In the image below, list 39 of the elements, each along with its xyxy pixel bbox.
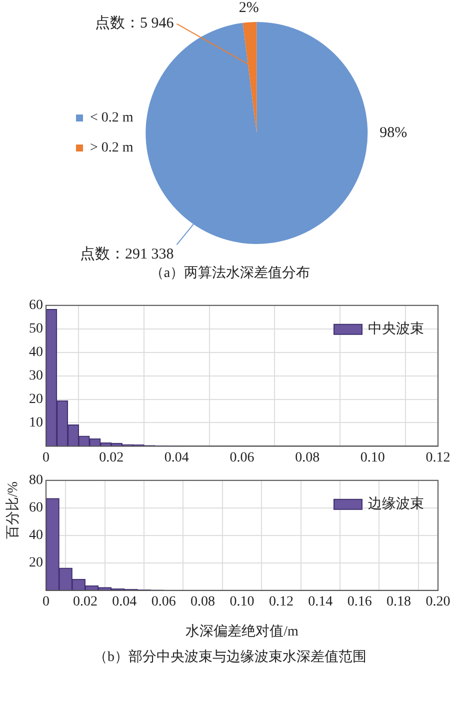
x-tick-label: 0.12 bbox=[268, 594, 294, 610]
text: （a）两算法水深差值分布 bbox=[148, 264, 312, 282]
x-tick-label: 0.10 bbox=[230, 594, 254, 610]
x-tick-label: 0.16 bbox=[347, 594, 372, 610]
y-axis-title: 百分比/% bbox=[4, 481, 22, 539]
y-tick-label: 10 bbox=[29, 415, 43, 430]
y-tick-label: 40 bbox=[29, 528, 43, 544]
legend-label: 边缘波束 bbox=[368, 496, 424, 512]
y-tick-label: 20 bbox=[29, 392, 43, 407]
x-tick-label: 0.08 bbox=[295, 450, 320, 466]
x-tick-label: 0.04 bbox=[164, 450, 189, 466]
x-tick-label: 0.14 bbox=[308, 594, 333, 610]
x-tick-label: 0.04 bbox=[112, 594, 137, 610]
x-tick-label: 0.06 bbox=[230, 450, 254, 466]
x-tick-label: 0.20 bbox=[426, 594, 450, 610]
text: （b）部分中央波束与边缘波束水深差值范围 bbox=[92, 648, 368, 666]
legend-label: < 0.2 m bbox=[90, 110, 134, 126]
data-label: 2% bbox=[238, 0, 259, 16]
x-tick-label: 0 bbox=[42, 594, 50, 610]
x-tick-label: 0.02 bbox=[72, 594, 98, 610]
y-tick-label: 80 bbox=[29, 473, 43, 488]
x-tick-label: 0 bbox=[42, 450, 50, 466]
legend-label: 中央波束 bbox=[368, 321, 424, 338]
y-tick-label: 50 bbox=[29, 322, 43, 337]
y-tick-label: 60 bbox=[29, 500, 43, 516]
x-axis-title: 水深偏差绝对值/m bbox=[186, 623, 298, 640]
x-tick-label: 0.06 bbox=[151, 594, 176, 610]
y-tick-label: 60 bbox=[29, 298, 43, 314]
text: 点数：291 338 bbox=[80, 246, 174, 263]
x-tick-label: 0.02 bbox=[99, 450, 124, 466]
text: 点数：5 946 bbox=[94, 14, 174, 32]
x-tick-label: 0.12 bbox=[426, 450, 450, 466]
x-tick-label: 0.08 bbox=[190, 594, 216, 610]
data-label: 98% bbox=[380, 124, 408, 141]
legend-label: > 0.2 m bbox=[90, 140, 134, 156]
y-tick-label: 20 bbox=[29, 556, 43, 571]
x-tick-label: 0.18 bbox=[386, 594, 412, 610]
y-tick-label: 40 bbox=[29, 345, 43, 360]
y-tick-label: 30 bbox=[29, 368, 43, 384]
